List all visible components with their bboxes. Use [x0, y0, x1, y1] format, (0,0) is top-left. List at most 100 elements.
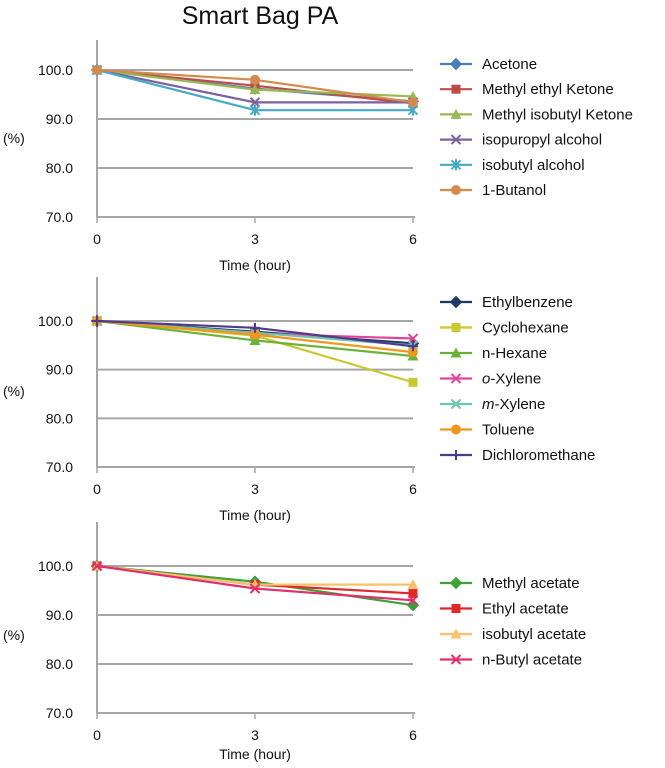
chart-panel-1: 70.0 80.0 90.0 100.0 0 3 6 Time (hour) (%) Aceton…: [3, 40, 633, 273]
legend-label: Methyl ethyl Ketone: [482, 81, 614, 98]
y-tick-label: 80.0: [46, 160, 73, 176]
x-tick-label: 0: [93, 231, 101, 247]
chart-panel-3: 70.0 80.0 90.0 100.0 0 3 6 Time (hour) (%) Methyl…: [3, 522, 586, 762]
legend-entry: Methyl acetate: [440, 575, 580, 592]
legend-swatch-marker: [449, 57, 463, 71]
x-tick-label: 0: [93, 481, 101, 497]
legend-entry: Methyl ethyl Ketone: [440, 81, 614, 98]
y-axis-label: (%): [3, 627, 25, 643]
legend-swatch-marker: [449, 295, 463, 309]
legend-entry: Ethylbenzene: [440, 294, 573, 311]
legend-swatch-marker: [450, 159, 462, 171]
data-point: [250, 322, 260, 333]
y-axis-label: (%): [3, 383, 25, 399]
x-tick-label: 6: [409, 481, 417, 497]
data-point: [92, 316, 102, 326]
x-axis-label: Time (hour): [219, 507, 291, 523]
x-tick-label: 0: [93, 727, 101, 743]
data-point: [408, 341, 418, 352]
legend-label: o-Xylene: [482, 371, 541, 388]
legend-swatch-marker: [450, 373, 462, 384]
legend-entry: Ethyl acetate: [440, 601, 569, 618]
x-axis-label: Time (hour): [219, 257, 291, 273]
legend-label: Acetone: [482, 56, 537, 73]
y-tick-label: 100.0: [38, 558, 73, 574]
legend-swatch-marker: [449, 576, 463, 590]
data-point: [249, 583, 261, 594]
legend-label: 1-Butanol: [482, 182, 546, 199]
legend-entry: 1-Butanol: [440, 182, 546, 199]
legend-label: Cyclohexane: [482, 320, 569, 337]
data-point: [407, 595, 419, 606]
series-dichloromethane: [92, 316, 418, 352]
legend-swatch-marker: [451, 424, 461, 435]
y-axis-label: (%): [3, 130, 25, 146]
legend-swatch-marker: [451, 185, 461, 195]
legend-label: Dichloromethane: [482, 447, 595, 464]
legend-swatch-marker: [451, 450, 461, 460]
y-tick-label: 80.0: [46, 656, 73, 672]
legend-entry: Acetone: [440, 56, 537, 73]
legend-entry: isopuropyl alcohol: [440, 132, 602, 149]
x-axis-label: Time (hour): [219, 746, 291, 762]
legend-swatch-marker: [450, 654, 462, 665]
y-tick-label: 90.0: [46, 111, 73, 127]
legend-entry: isobutyl acetate: [440, 626, 586, 643]
legend-label: n-Butyl acetate: [482, 652, 582, 669]
legend-swatch-marker: [450, 347, 462, 358]
legend-entry: Cyclohexane: [440, 320, 569, 337]
figure-title: Smart Bag PA: [181, 2, 339, 30]
legend-label: isobutyl acetate: [482, 626, 586, 643]
x-tick-label: 3: [251, 481, 259, 497]
y-tick-label: 70.0: [46, 705, 73, 721]
y-tick-label: 100.0: [38, 313, 73, 329]
legend-entry: Toluene: [440, 422, 535, 439]
data-point: [249, 84, 261, 95]
data-point: [408, 588, 418, 598]
legend-label-italic: o: [482, 371, 490, 388]
data-point: [249, 104, 261, 116]
legend-entry: o-Xylene: [440, 371, 541, 388]
y-tick-label: 100.0: [38, 62, 73, 78]
legend-label-rest: -Xylene: [495, 396, 546, 413]
x-tick-label: 6: [409, 231, 417, 247]
legend-swatch-marker: [450, 108, 462, 119]
legend-label: isobutyl alcohol: [482, 157, 585, 174]
legend-swatch-marker: [450, 628, 462, 639]
legend-swatch-marker: [450, 398, 462, 410]
y-tick-label: 70.0: [46, 209, 73, 225]
y-tick-label: 90.0: [46, 607, 73, 623]
data-point: [250, 329, 260, 340]
chart-panel-2: 70.0 80.0 90.0 100.0 0 3 6 Time (hour) (%) Ethylb…: [3, 277, 595, 523]
legend-label-rest: -Xylene: [490, 371, 541, 388]
series-1-butanol: [92, 65, 418, 108]
y-tick-label: 80.0: [46, 410, 73, 426]
series-n-butyl-acetate: [91, 560, 419, 606]
legend-swatch-marker: [451, 323, 461, 332]
data-point: [408, 97, 418, 108]
data-point: [407, 579, 419, 590]
data-point: [249, 334, 261, 345]
legend-swatch-marker: [450, 134, 462, 145]
legend-entry: m-Xylene: [440, 396, 545, 413]
x-tick-label: 3: [251, 727, 259, 743]
data-point: [249, 97, 261, 108]
legend-entry: Methyl isobutyl Ketone: [440, 106, 633, 123]
series-toluene: [92, 316, 418, 358]
legend-entry: n-Butyl acetate: [440, 652, 582, 669]
legend-swatch-marker: [451, 604, 461, 613]
legend-label: isopuropyl alcohol: [482, 132, 602, 149]
legend-entry: n-Hexane: [440, 345, 547, 362]
legend-label: Methyl acetate: [482, 575, 580, 592]
data-point: [250, 74, 260, 85]
legend-label: n-Hexane: [482, 345, 547, 362]
data-point: [408, 377, 418, 387]
legend-label: Ethyl acetate: [482, 601, 569, 618]
legend-label: Ethylbenzene: [482, 294, 573, 311]
legend-entry: isobutyl alcohol: [440, 157, 585, 174]
series-isobutyl-acetate: [91, 560, 419, 590]
legend-label: Toluene: [482, 422, 535, 439]
legend-label: m-Xylene: [482, 396, 545, 413]
x-tick-label: 6: [409, 727, 417, 743]
